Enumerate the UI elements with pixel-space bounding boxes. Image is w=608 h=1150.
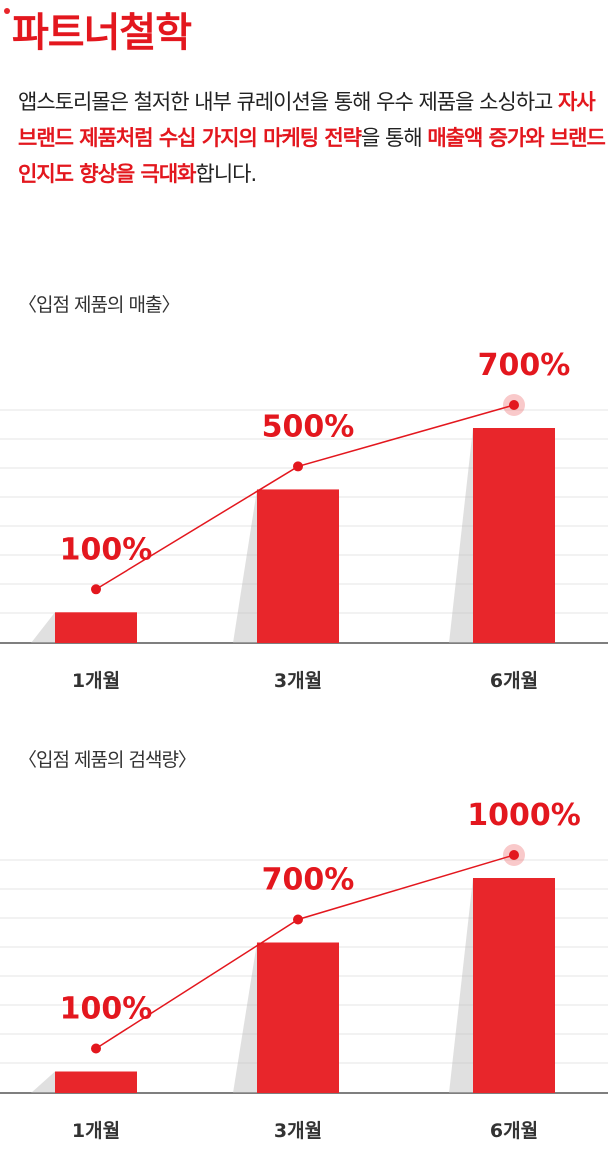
value-label: 100% (60, 992, 153, 1027)
bar (473, 878, 555, 1093)
page-title: 파트너철학 (12, 10, 192, 56)
intro-segment: 앱스토리몰은 철저한 내부 큐레이션을 통해 우수 제품을 소싱하고 (18, 90, 559, 114)
intro-segment: 합니다. (195, 162, 258, 186)
title-dot (4, 8, 10, 14)
point (293, 914, 303, 925)
value-label: 1000% (467, 798, 581, 833)
chart: 1개월 3개월 6개월 100% 700% 1000% (0, 798, 608, 1142)
value-label: 700% (262, 863, 355, 898)
chart: 1개월 3개월 6개월 100% 500% 700% (0, 348, 608, 692)
bar-shadow (233, 489, 257, 643)
chart-title: 〈입점 제품의 매출〉 (18, 294, 180, 316)
value-label: 500% (262, 409, 355, 444)
bar (55, 612, 137, 643)
bar-shadow (233, 942, 257, 1093)
x-tick-label: 3개월 (274, 1120, 322, 1142)
point (509, 850, 519, 860)
x-tick-label: 6개월 (490, 670, 538, 692)
x-tick-label: 3개월 (274, 670, 322, 692)
x-tick-label: 1개월 (72, 1120, 120, 1142)
bar (55, 1071, 137, 1093)
value-label: 700% (478, 348, 571, 383)
point (509, 400, 519, 410)
bar (257, 489, 339, 643)
value-label: 100% (60, 532, 153, 567)
bar (473, 428, 555, 643)
intro-highlight: 매출액 증가와 브랜드 인지도 향상을 극대화 (18, 126, 606, 186)
bar-shadow (31, 1071, 55, 1093)
bar-shadow (449, 878, 473, 1093)
intro-text: 앱스토리몰은 철저한 내부 큐레이션을 통해 우수 제품을 소싱하고 자사 브랜… (18, 84, 606, 192)
point (91, 1043, 101, 1054)
x-tick-label: 1개월 (72, 670, 120, 692)
bar-shadow (31, 612, 55, 643)
point (91, 584, 101, 595)
chart-title: 〈입점 제품의 검색량〉 (18, 749, 197, 771)
bar-shadow (449, 428, 473, 643)
x-tick-label: 6개월 (490, 1120, 538, 1142)
intro-highlight: 자사 브랜드 제품처럼 수십 가지의 마케팅 전략 (18, 90, 596, 150)
intro-segment: 을 통해 (361, 126, 428, 150)
bar (257, 942, 339, 1093)
point (293, 461, 303, 472)
